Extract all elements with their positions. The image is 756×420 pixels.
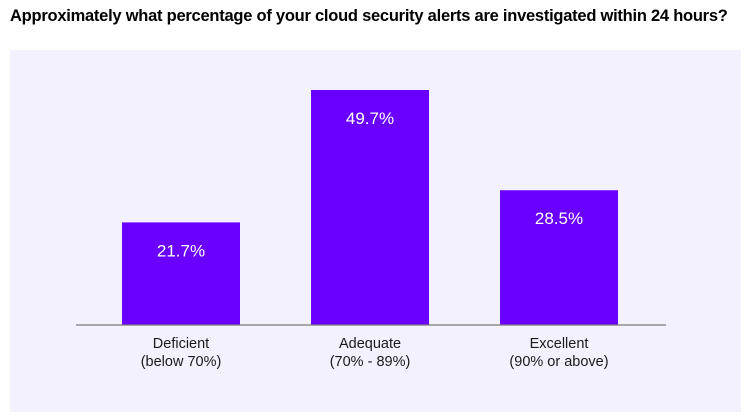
bar-excellent	[500, 190, 618, 325]
category-sublabel: (below 70%)	[141, 354, 222, 370]
category-label: Deficient	[153, 336, 209, 352]
bar-adequate	[311, 90, 429, 325]
bar-value-label: 49.7%	[346, 109, 394, 128]
bar-value-label: 28.5%	[535, 209, 583, 228]
category-label: Excellent	[530, 336, 589, 352]
category-sublabel: (70% - 89%)	[330, 354, 411, 370]
chart-panel: 21.7% 49.7% 28.5% Deficient (below 70%) Adeq…	[10, 50, 741, 412]
bars-group: 21.7% 49.7% 28.5%	[122, 90, 618, 325]
bar-chart: 21.7% 49.7% 28.5% Deficient (below 70%) Adeq…	[10, 50, 741, 412]
category-labels-group: Deficient (below 70%) Adequate (70% - 89%) E…	[141, 336, 609, 370]
chart-title: Approximately what percentage of your cl…	[10, 7, 728, 25]
bar-value-label: 21.7%	[157, 241, 205, 260]
category-sublabel: (90% or above)	[509, 354, 608, 370]
bar-deficient	[122, 222, 240, 325]
category-label: Adequate	[339, 336, 401, 352]
